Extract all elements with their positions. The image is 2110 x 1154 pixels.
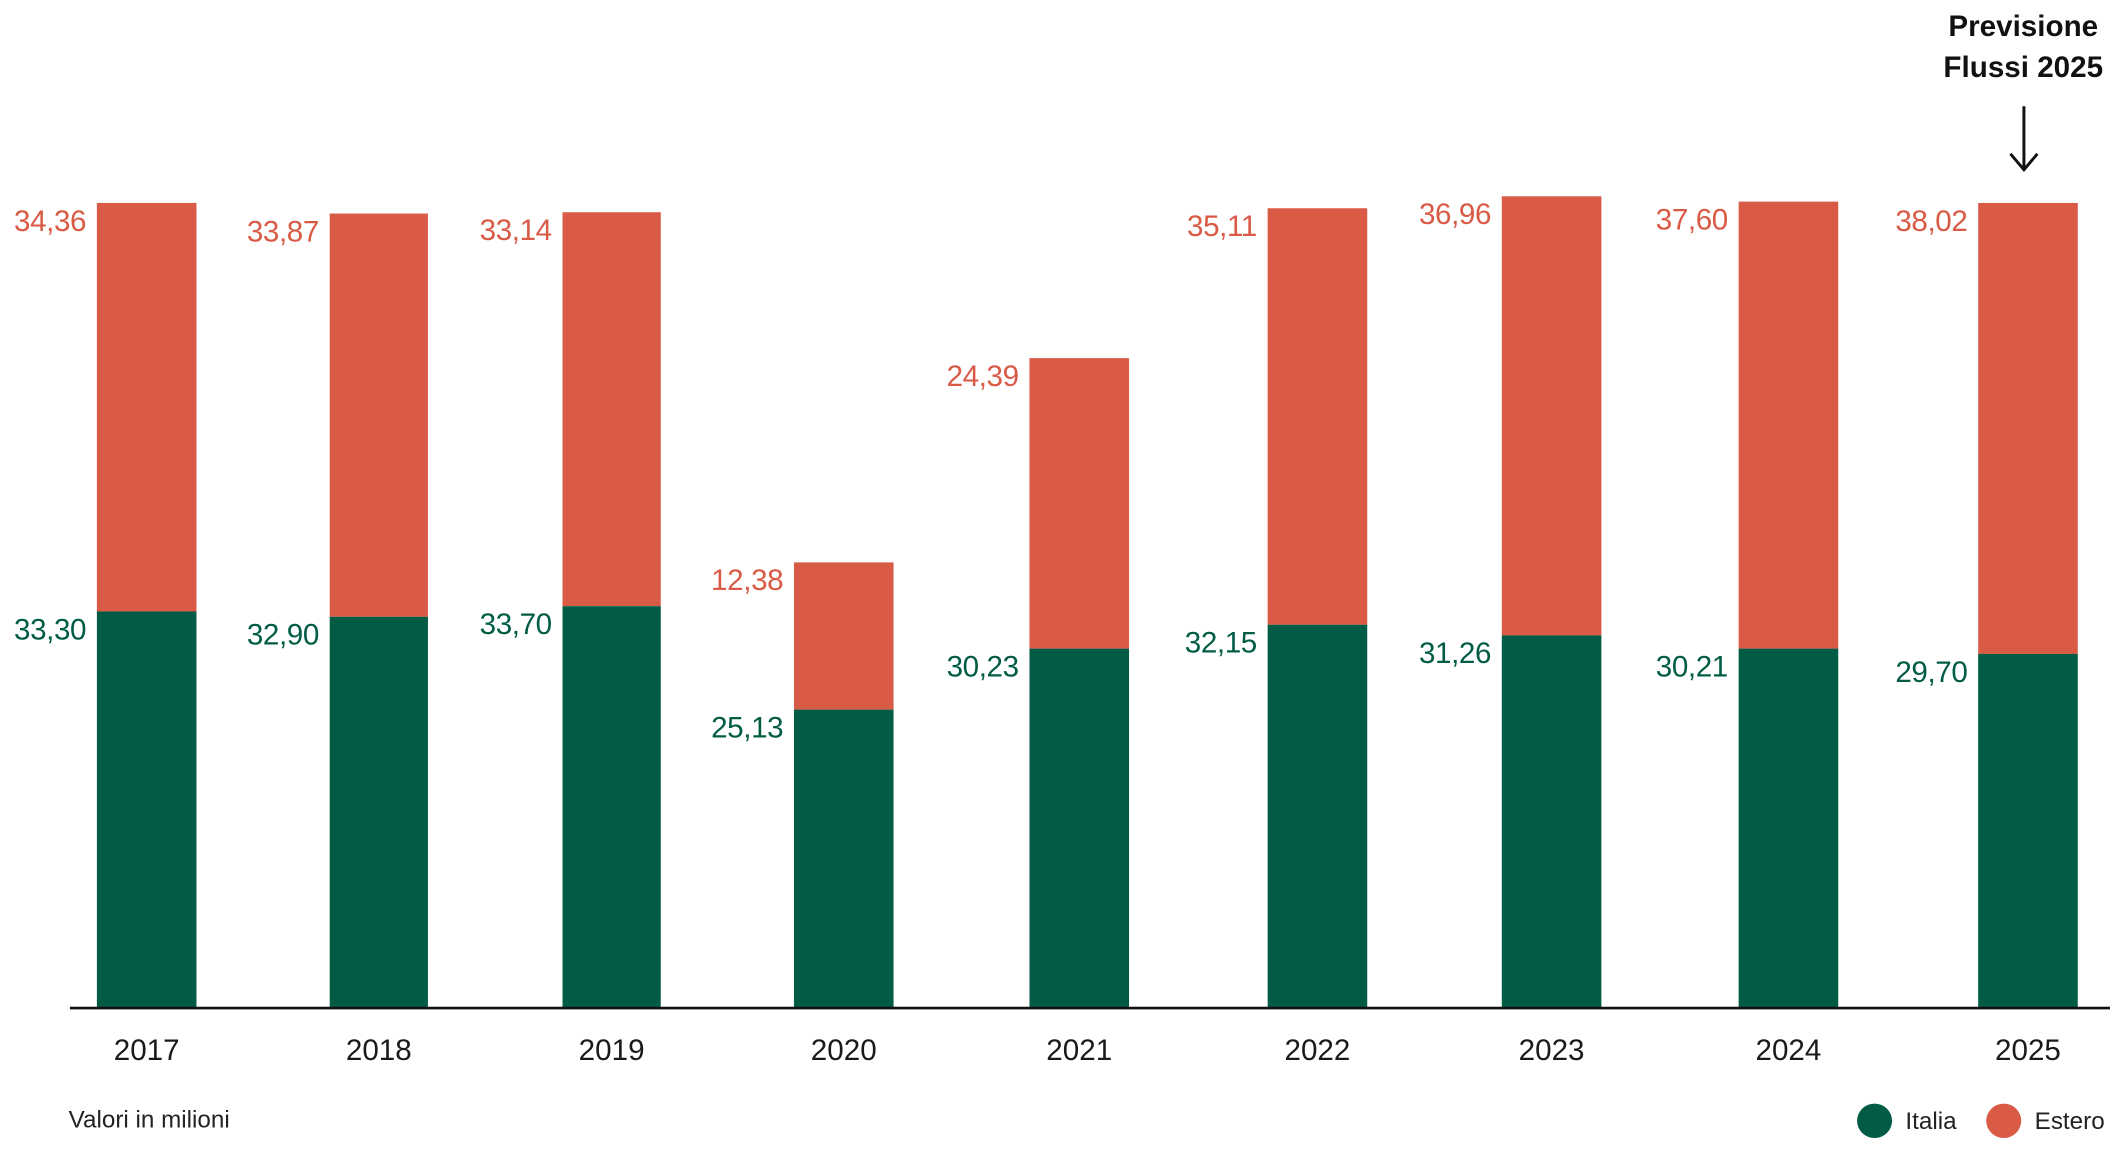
legend-item-estero: Estero: [1986, 1103, 2105, 1139]
bar-estero-2018: [329, 213, 428, 617]
x-tick-label: 2019: [578, 1033, 645, 1067]
bar-italia-2022: [1267, 624, 1368, 1009]
x-tick-label: 2022: [1284, 1033, 1351, 1067]
value-label-estero: 35,11: [1187, 209, 1257, 243]
annotation-line2: Flussi 2025: [1943, 50, 2104, 84]
x-tick-label: 2017: [113, 1033, 180, 1067]
bar-italia-2021: [1029, 648, 1130, 1009]
x-tick-label: 2018: [345, 1033, 412, 1067]
units-note: Valori in milioni: [68, 1106, 230, 1133]
value-label-italia: 25,13: [711, 710, 784, 745]
bar-estero-2017: [96, 202, 197, 612]
value-label-estero: 12,38: [711, 563, 784, 597]
bar-italia-2018: [329, 616, 428, 1009]
bar-italia-2023: [1501, 635, 1602, 1009]
bar-estero-2019: [562, 212, 661, 607]
legend-label-italia: Italia: [1905, 1106, 1957, 1134]
bar-estero-2024: [1738, 201, 1839, 649]
value-label-italia: 32,90: [246, 618, 319, 652]
bar-italia-2019: [562, 606, 661, 1009]
bar-estero-2023: [1501, 196, 1602, 636]
value-label-estero: 34,36: [14, 204, 87, 238]
x-tick-label: 2023: [1518, 1033, 1585, 1067]
value-label-italia: 33,30: [14, 612, 87, 646]
bar-italia-2025: [1978, 653, 2078, 1009]
x-tick-label: 2025: [1995, 1033, 2061, 1067]
value-label-estero: 37,60: [1655, 202, 1728, 237]
legend: Italia Estero: [1841, 1103, 2105, 1139]
arrow-down-icon: [2009, 106, 2039, 173]
bar-estero-2022: [1267, 208, 1368, 625]
estero-swatch-icon: [1986, 1103, 2022, 1139]
value-label-estero: 33,87: [246, 214, 319, 249]
value-label-estero: 36,96: [1418, 197, 1492, 231]
forecast-annotation: Previsione Flussi 2025: [1932, 5, 2110, 87]
legend-label-estero: Estero: [2034, 1106, 2105, 1134]
value-label-italia: 30,23: [946, 649, 1019, 684]
x-tick-label: 2021: [1046, 1033, 1113, 1067]
value-label-italia: 31,26: [1418, 636, 1492, 670]
value-label-estero: 33,14: [479, 213, 552, 247]
bar-italia-2020: [793, 709, 894, 1009]
bar-estero-2025: [1978, 202, 2078, 654]
bar-italia-2024: [1738, 648, 1839, 1009]
value-label-italia: 32,15: [1184, 626, 1257, 660]
x-tick-label: 2020: [810, 1033, 877, 1067]
x-axis-line: [69, 1006, 2110, 1010]
value-label-italia: 29,70: [1895, 655, 1968, 689]
annotation-line1: Previsione: [1948, 9, 2099, 43]
value-label-estero: 38,02: [1895, 204, 1968, 238]
legend-item-italia: Italia: [1856, 1103, 1957, 1139]
x-tick-label: 2024: [1755, 1033, 1822, 1067]
value-label-italia: 30,21: [1655, 649, 1728, 684]
italia-swatch-icon: [1856, 1103, 1892, 1139]
bar-estero-2021: [1029, 358, 1130, 649]
bar-italia-2017: [96, 611, 197, 1009]
bar-estero-2020: [793, 562, 894, 710]
value-label-estero: 24,39: [946, 359, 1019, 393]
value-label-italia: 33,70: [479, 607, 552, 641]
